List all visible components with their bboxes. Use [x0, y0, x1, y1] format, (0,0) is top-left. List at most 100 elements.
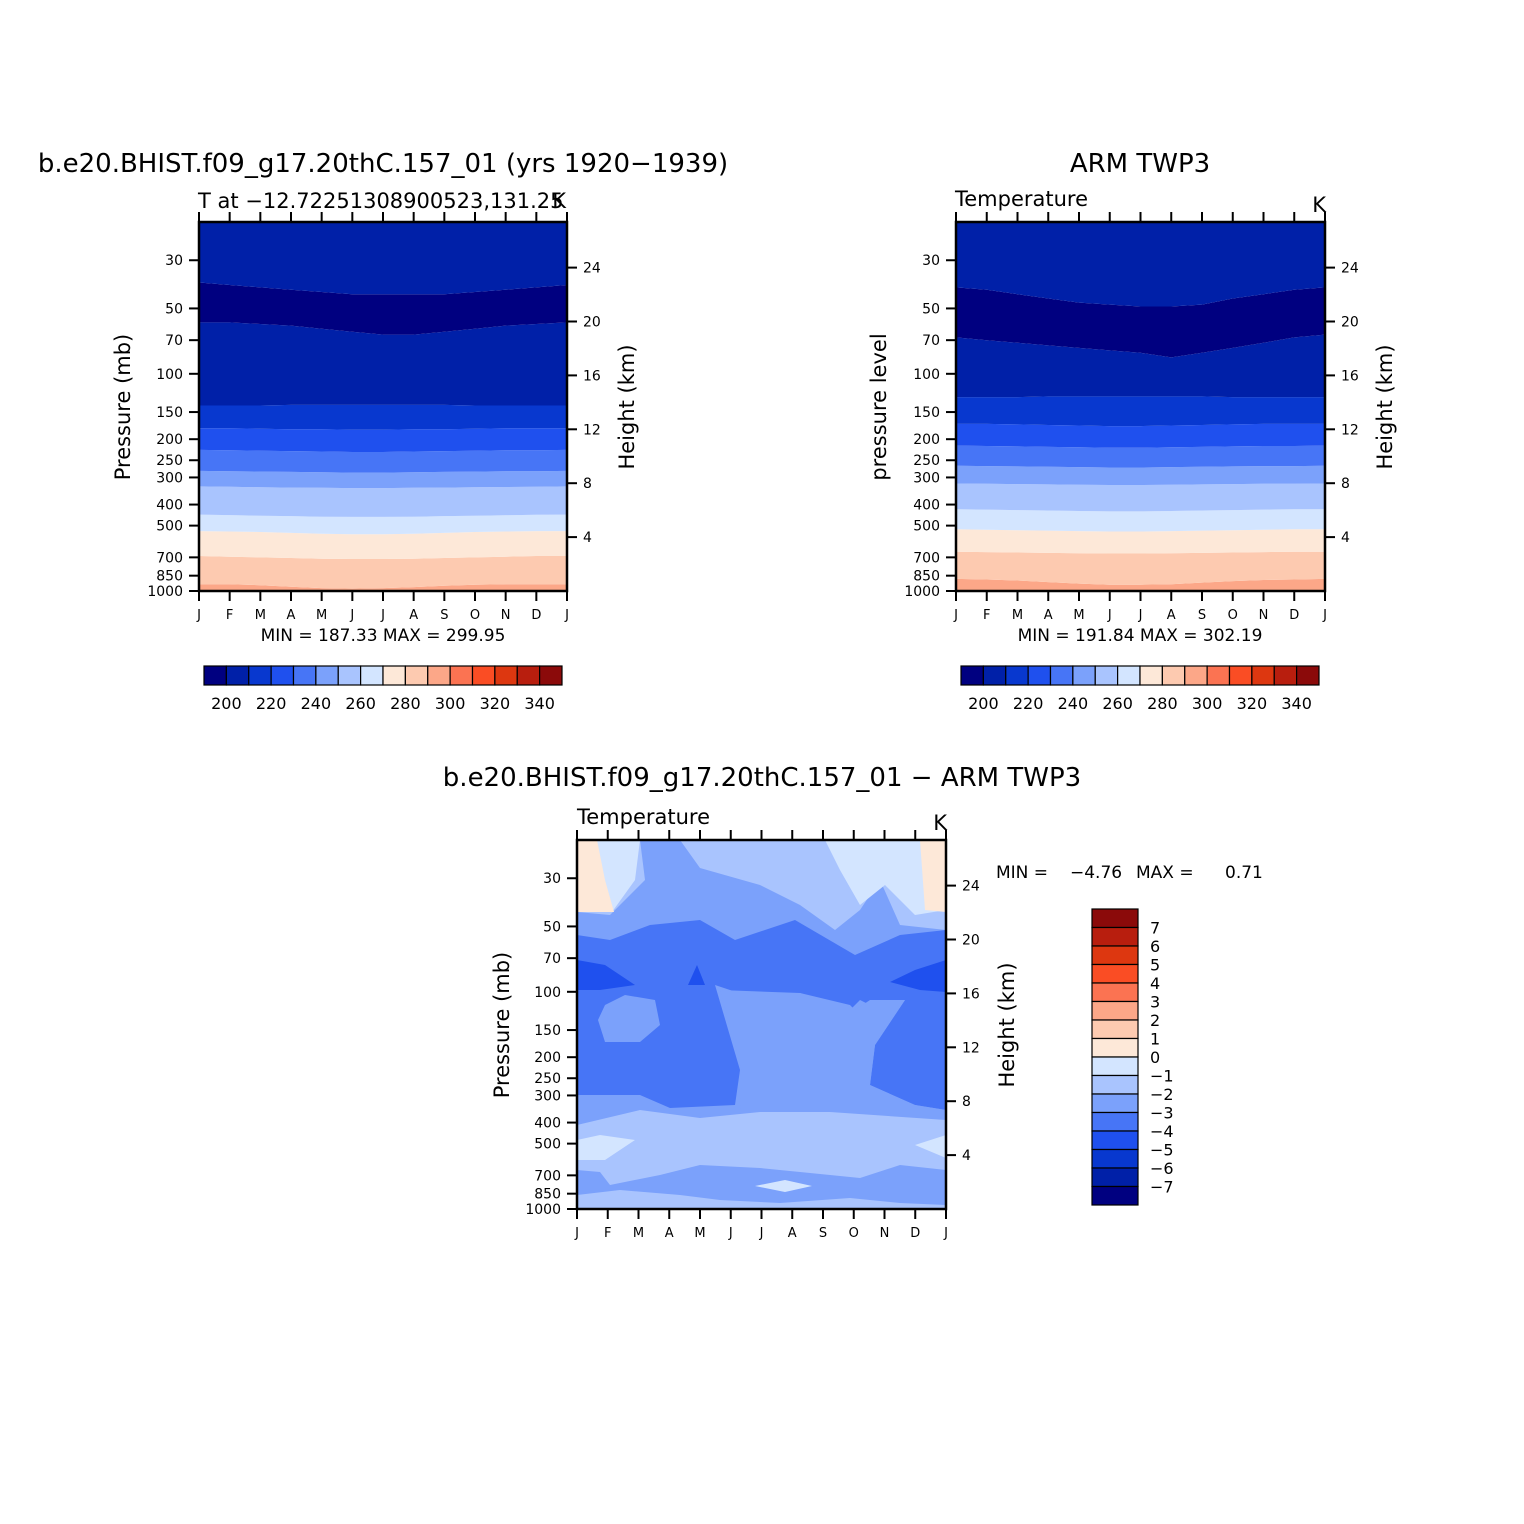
colorbar-label: 340 [524, 694, 555, 713]
y-tick-label: 30 [922, 253, 940, 269]
x-tick-label: J [759, 1226, 764, 1241]
contour-band [199, 470, 567, 489]
y-tick-label: 100 [913, 367, 940, 383]
colorbar-label: −2 [1150, 1085, 1174, 1104]
y-tick-label: 70 [165, 333, 183, 349]
colorbar-cell [1117, 665, 1141, 686]
colorbar-cell [1091, 1037, 1139, 1058]
colorbar-label: 7 [1150, 919, 1160, 938]
colorbar-label: 260 [345, 694, 376, 713]
height-tick-label: 16 [583, 368, 601, 384]
colorbar-label: −1 [1150, 1067, 1174, 1086]
x-tick-label: D [531, 608, 541, 623]
diff-region-positive-left [577, 840, 614, 912]
contour-band [956, 445, 1325, 468]
y-tick-label: 200 [156, 432, 183, 448]
x-tick-label: J [380, 608, 385, 623]
x-tick-label: J [574, 1226, 579, 1241]
height-tick-label: 4 [962, 1148, 971, 1164]
panel-model-title: b.e20.BHIST.f09_g17.20thC.157_01 (yrs 19… [38, 149, 728, 179]
y-tick-label: 150 [156, 405, 183, 421]
y-tick-label: 400 [913, 498, 940, 514]
diff-region-lower-pale-right [915, 1135, 946, 1158]
panel-diff-title: b.e20.BHIST.f09_g17.20thC.157_01 − ARM T… [443, 763, 1081, 793]
x-tick-label: A [409, 608, 418, 623]
x-tick-label: M [316, 608, 327, 623]
x-tick-label: J [196, 608, 201, 623]
x-tick-label: A [1167, 608, 1176, 623]
contour-band [199, 556, 567, 589]
diff-region-cold-right [890, 960, 946, 992]
y-tick-label: 50 [922, 301, 940, 317]
x-tick-label: F [226, 608, 233, 623]
x-tick-label: F [604, 1226, 611, 1241]
panel-obs: ARM TWP3 Temperature K J F M A M J J A S O N D J 30 50… [867, 149, 1397, 713]
diff-region-positive-right [920, 840, 946, 912]
y-tick-label: 70 [922, 333, 940, 349]
panel-diff-max-label: MAX = [1136, 863, 1194, 883]
colorbar-label: −3 [1150, 1104, 1174, 1123]
colorbar-label: 2 [1150, 1011, 1160, 1030]
colorbar-label: 3 [1150, 993, 1160, 1012]
contour-band [956, 465, 1325, 485]
height-tick-label: 16 [962, 986, 980, 1002]
y-tick-label: 70 [543, 951, 561, 967]
panel-diff-field [577, 840, 946, 1209]
height-tick-label: 8 [962, 1094, 971, 1110]
x-tick-label: N [1259, 608, 1269, 623]
contour-band [956, 509, 1325, 532]
colorbar-cell [337, 665, 362, 686]
colorbar-cell [315, 665, 339, 686]
x-tick-label: A [1044, 608, 1053, 623]
colorbar-cell [1091, 1074, 1139, 1095]
height-tick-label: 16 [1341, 368, 1359, 384]
diff-region-cold-left [577, 960, 635, 990]
contour-band [956, 423, 1325, 448]
colorbar-cell [1049, 665, 1074, 686]
colorbar-cell [1296, 665, 1320, 686]
colorbar-cell [1091, 1000, 1139, 1021]
height-tick-label: 8 [583, 476, 592, 492]
colorbar-cell [1027, 665, 1052, 686]
y-tick-label: 100 [534, 985, 561, 1001]
colorbar-cell [1184, 665, 1208, 686]
contour-band [199, 531, 567, 559]
colorbar-label: 240 [1058, 694, 1089, 713]
colorbar-cell [471, 665, 496, 686]
y-tick-label: 700 [913, 550, 940, 566]
x-tick-label: M [255, 608, 266, 623]
y-tick-label: 50 [165, 301, 183, 317]
colorbar-cell [1091, 1111, 1139, 1132]
panel-diff-max-value: 0.71 [1225, 863, 1263, 883]
x-tick-label: S [440, 608, 448, 623]
height-tick-label: 24 [962, 879, 980, 895]
colorbar-cell [382, 665, 406, 686]
contour-band [199, 282, 567, 335]
panel-diff-ylabel-right: Height (km) [995, 962, 1019, 1087]
height-tick-label: 12 [1341, 422, 1359, 438]
colorbar-cell [1091, 1019, 1139, 1040]
y-tick-label: 250 [534, 1071, 561, 1087]
colorbar-label: 300 [1192, 694, 1223, 713]
panel-model: b.e20.BHIST.f09_g17.20thC.157_01 (yrs 19… [38, 149, 728, 713]
panel-diff-ylabel: Pressure (mb) [490, 952, 514, 1099]
colorbar-cell [494, 665, 518, 686]
colorbar-cell [1251, 665, 1275, 686]
y-tick-label: 30 [165, 253, 183, 269]
x-tick-label: J [728, 1226, 733, 1241]
panel-obs-colorbar: 200 220 240 260 280 300 320 340 [960, 665, 1320, 713]
y-tick-label: 50 [543, 919, 561, 935]
x-tick-label: J [564, 608, 569, 623]
colorbar-label: 5 [1150, 956, 1160, 975]
x-tick-label: J [1138, 608, 1143, 623]
y-tick-label: 200 [913, 432, 940, 448]
contour-band [199, 404, 567, 430]
y-tick-label: 300 [534, 1088, 561, 1104]
panel-diff-min-label: MIN = [996, 863, 1048, 883]
height-tick-label: 20 [1341, 315, 1359, 331]
contour-band [956, 529, 1325, 554]
contour-band [956, 287, 1325, 358]
colorbar-label: 280 [1147, 694, 1178, 713]
